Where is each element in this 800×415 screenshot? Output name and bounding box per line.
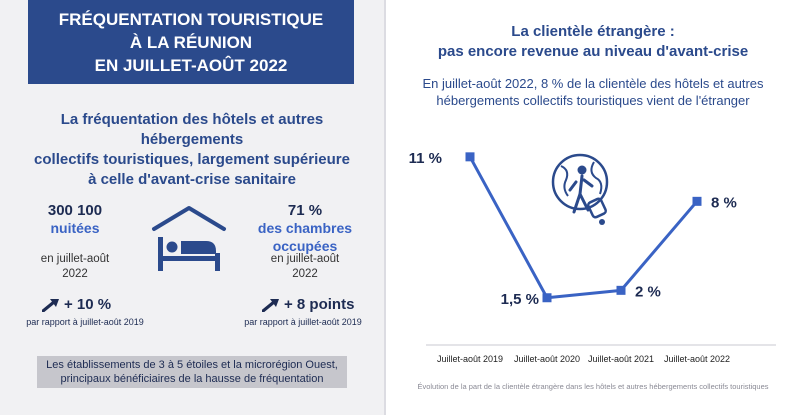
panel-divider <box>384 0 386 415</box>
nights-period-line-2: 2022 <box>62 268 88 280</box>
occupancy-evolution-value: + 8 points <box>284 296 355 313</box>
chart-source-note: Évolution de la part de la clientèle étr… <box>417 382 769 391</box>
data-label: 8 % <box>711 194 737 211</box>
chart-subtitle: En juillet-août 2022, 8 % de la clientèl… <box>386 75 800 109</box>
chart-title: La clientèle étrangère : pas encore reve… <box>386 22 800 62</box>
x-tick-label: Juillet-août 2021 <box>588 354 654 364</box>
occupancy-label-line-2: occupées <box>272 238 338 254</box>
occupancy-label: des chambres occupées <box>245 219 365 255</box>
nights-label: nuitées <box>50 220 100 236</box>
trend-up-arrow-icon <box>42 298 59 312</box>
chart-title-line-1: La clientèle étrangère : <box>511 23 675 40</box>
nights-value: 300 100 <box>47 202 103 219</box>
data-point <box>465 152 475 162</box>
banner-line-2: À LA RÉUNION <box>129 32 253 52</box>
nights-period-line-1: en juillet-août <box>40 253 110 265</box>
banner-line-1: FRÉQUENTATION TOURISTIQUE <box>58 9 324 29</box>
nights-evolution: + 10 % <box>42 296 111 313</box>
chart-title-line-2: pas encore revenue au niveau d'avant-cri… <box>437 43 749 60</box>
chart-subtitle-line-2: hébergements collectifs touristiques vie… <box>436 93 750 108</box>
x-tick-label: Juillet-août 2020 <box>514 354 580 364</box>
headline-line-3: à celle d'avant-crise sanitaire <box>88 171 296 188</box>
foreign-clientele-line-chart: 11 % 1,5 % 2 % 8 % Juillet-août 2019 Juillet… <box>409 150 776 364</box>
data-label: 1,5 % <box>501 291 539 308</box>
data-label: 2 % <box>635 283 661 300</box>
data-point <box>616 285 626 295</box>
occupancy-period-line-2: 2022 <box>292 268 318 280</box>
occupancy-value: 71 % <box>287 202 323 219</box>
title-banner: FRÉQUENTATION TOURISTIQUE À LA RÉUNION E… <box>28 0 354 84</box>
occupancy-period: en juillet-août 2022 <box>245 252 365 282</box>
headline-line-1: La fréquentation des hôtels et autres hé… <box>60 111 324 148</box>
x-tick-label: Juillet-août 2022 <box>664 354 730 364</box>
note-line-1: Les établissements de 3 à 5 étoiles et l… <box>46 359 338 371</box>
nights-compare: par rapport à juillet-août 2019 <box>26 317 144 327</box>
nights-evolution-value: + 10 % <box>64 296 112 313</box>
nights-period: en juillet-août 2022 <box>20 252 130 282</box>
data-point <box>542 293 552 303</box>
data-point <box>692 196 702 206</box>
banner-line-3: EN JUILLET-AOÛT 2022 <box>94 55 288 75</box>
chart-subtitle-line-1: En juillet-août 2022, 8 % de la clientèl… <box>422 76 764 91</box>
occupancy-evolution: + 8 points <box>262 296 354 313</box>
hotel-bed-icon <box>152 206 226 271</box>
globe-traveler-icon <box>551 153 609 225</box>
note-line-2: principaux bénéficiaires de la hausse de… <box>60 373 324 385</box>
data-label: 11 % <box>409 150 442 167</box>
highlight-note: Les établissements de 3 à 5 étoiles et l… <box>37 356 347 388</box>
occupancy-label-line-1: des chambres <box>257 220 353 236</box>
x-tick-label: Juillet-août 2019 <box>437 354 503 364</box>
headline-line-2: collectifs touristiques, largement supér… <box>34 151 350 168</box>
occupancy-period-line-1: en juillet-août <box>270 253 340 265</box>
trend-up-arrow-icon <box>262 298 279 312</box>
left-headline: La fréquentation des hôtels et autres hé… <box>14 110 370 190</box>
series-line <box>468 156 699 300</box>
occupancy-compare: par rapport à juillet-août 2019 <box>244 317 362 327</box>
